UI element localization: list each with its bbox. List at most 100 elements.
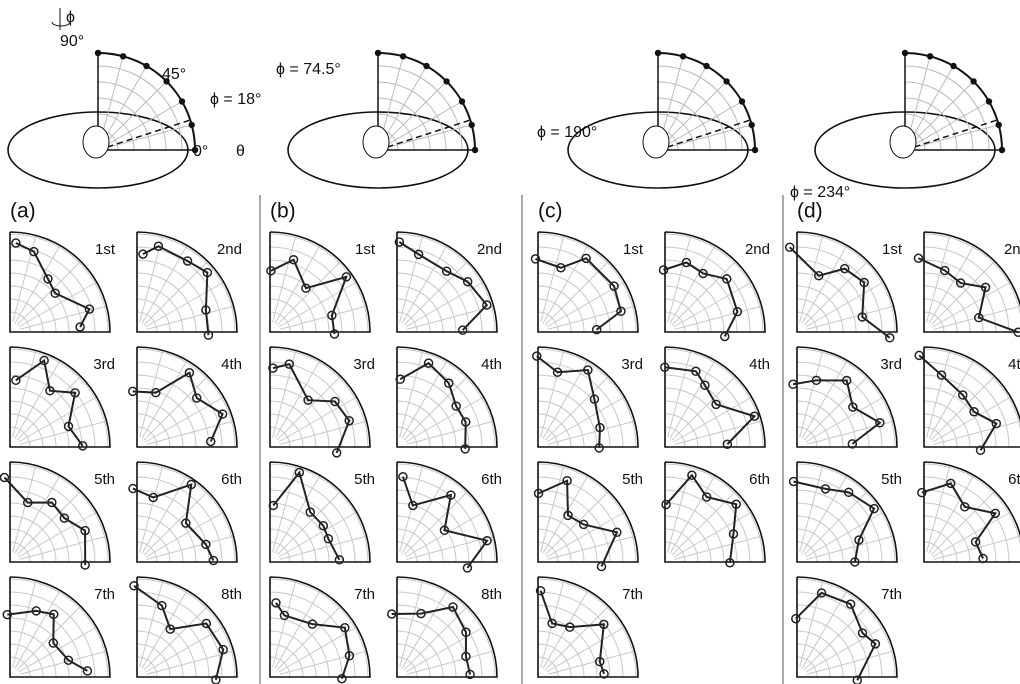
joint bbox=[583, 365, 593, 375]
joint bbox=[660, 362, 670, 373]
joint bbox=[191, 393, 202, 403]
joint bbox=[594, 443, 604, 453]
dot bbox=[738, 98, 746, 105]
joint bbox=[848, 402, 858, 412]
grid-ray bbox=[401, 360, 448, 439]
order-label: 1st bbox=[355, 241, 376, 258]
joint bbox=[80, 525, 90, 536]
grid-ray bbox=[377, 81, 447, 151]
joint bbox=[11, 238, 21, 248]
grid-ray bbox=[401, 245, 448, 324]
grid-ray bbox=[141, 475, 188, 554]
joint bbox=[857, 628, 868, 638]
label-90: 90° bbox=[60, 33, 84, 50]
order-label: 6th bbox=[1008, 471, 1020, 488]
grid-ray bbox=[904, 81, 974, 151]
grid-ray bbox=[801, 360, 848, 439]
grid-ray bbox=[799, 235, 824, 323]
joint bbox=[318, 521, 329, 531]
dot bbox=[119, 53, 127, 60]
joint bbox=[885, 333, 895, 343]
joint bbox=[323, 534, 334, 544]
joint bbox=[875, 418, 885, 428]
joint bbox=[413, 249, 424, 260]
order-label: 5th bbox=[881, 471, 902, 488]
quarter-frame bbox=[537, 346, 639, 448]
joint bbox=[182, 256, 193, 266]
grid-ray bbox=[932, 511, 1011, 558]
joint bbox=[127, 386, 138, 397]
dot bbox=[468, 121, 475, 129]
joint bbox=[77, 441, 88, 451]
grid-ray bbox=[16, 375, 82, 441]
joint bbox=[22, 497, 33, 508]
joint bbox=[839, 263, 850, 274]
grid-ray bbox=[97, 101, 183, 151]
joint bbox=[661, 499, 671, 510]
joint bbox=[63, 655, 74, 666]
grid-ray bbox=[399, 350, 424, 438]
joint bbox=[43, 274, 53, 284]
joint bbox=[29, 246, 39, 257]
quarter-frame bbox=[537, 461, 639, 563]
frog bbox=[82, 125, 110, 159]
order-label: 4th bbox=[749, 356, 770, 373]
grid-ray bbox=[803, 260, 869, 326]
joint bbox=[990, 508, 1001, 519]
dot bbox=[191, 146, 199, 154]
grid-ray bbox=[671, 375, 737, 441]
quarter-frame bbox=[923, 461, 1020, 563]
order-label: 2nd bbox=[217, 241, 242, 258]
joint bbox=[70, 388, 80, 398]
dot bbox=[471, 146, 479, 154]
grid-ray bbox=[278, 626, 357, 673]
grid-ray bbox=[547, 420, 635, 445]
grid-ray bbox=[542, 245, 589, 324]
dot bbox=[970, 78, 977, 85]
joint bbox=[0, 472, 10, 483]
grid-ray bbox=[674, 305, 762, 330]
trajectory bbox=[918, 257, 1019, 334]
grid-ray bbox=[806, 535, 894, 560]
joint bbox=[700, 380, 710, 390]
grid-ray bbox=[667, 350, 692, 438]
quarter-frame bbox=[9, 461, 111, 563]
trajectory bbox=[918, 354, 998, 451]
grid-ray bbox=[546, 281, 625, 328]
grid-ray bbox=[18, 511, 97, 558]
joint bbox=[129, 581, 139, 591]
joint bbox=[416, 608, 426, 619]
quarter-frame bbox=[136, 346, 238, 448]
order-label: 1st bbox=[95, 241, 116, 258]
order-label: 5th bbox=[622, 471, 643, 488]
joint bbox=[202, 267, 213, 278]
dot bbox=[423, 62, 430, 70]
joint bbox=[288, 254, 299, 265]
joint bbox=[462, 563, 473, 573]
joint bbox=[728, 529, 739, 539]
grid-ray bbox=[657, 101, 743, 151]
joint bbox=[201, 539, 211, 550]
joint bbox=[206, 436, 216, 447]
grid-ray bbox=[97, 81, 167, 151]
grid-ray bbox=[377, 101, 463, 151]
grid-ray bbox=[279, 650, 367, 675]
joint bbox=[279, 610, 290, 621]
joint bbox=[307, 619, 318, 629]
joint bbox=[344, 415, 354, 426]
joint bbox=[460, 417, 471, 427]
grid-ray bbox=[276, 605, 342, 671]
joint bbox=[936, 370, 947, 380]
grid-ray bbox=[547, 535, 635, 560]
panel-label: (d) bbox=[797, 200, 823, 223]
joint bbox=[457, 325, 468, 335]
quarter-frame bbox=[796, 461, 898, 563]
joint bbox=[788, 379, 798, 390]
joint bbox=[451, 401, 461, 411]
trajectory bbox=[793, 480, 876, 563]
joint bbox=[784, 242, 795, 252]
joint bbox=[303, 395, 313, 405]
grid-ray bbox=[805, 281, 884, 328]
dot bbox=[703, 62, 710, 70]
